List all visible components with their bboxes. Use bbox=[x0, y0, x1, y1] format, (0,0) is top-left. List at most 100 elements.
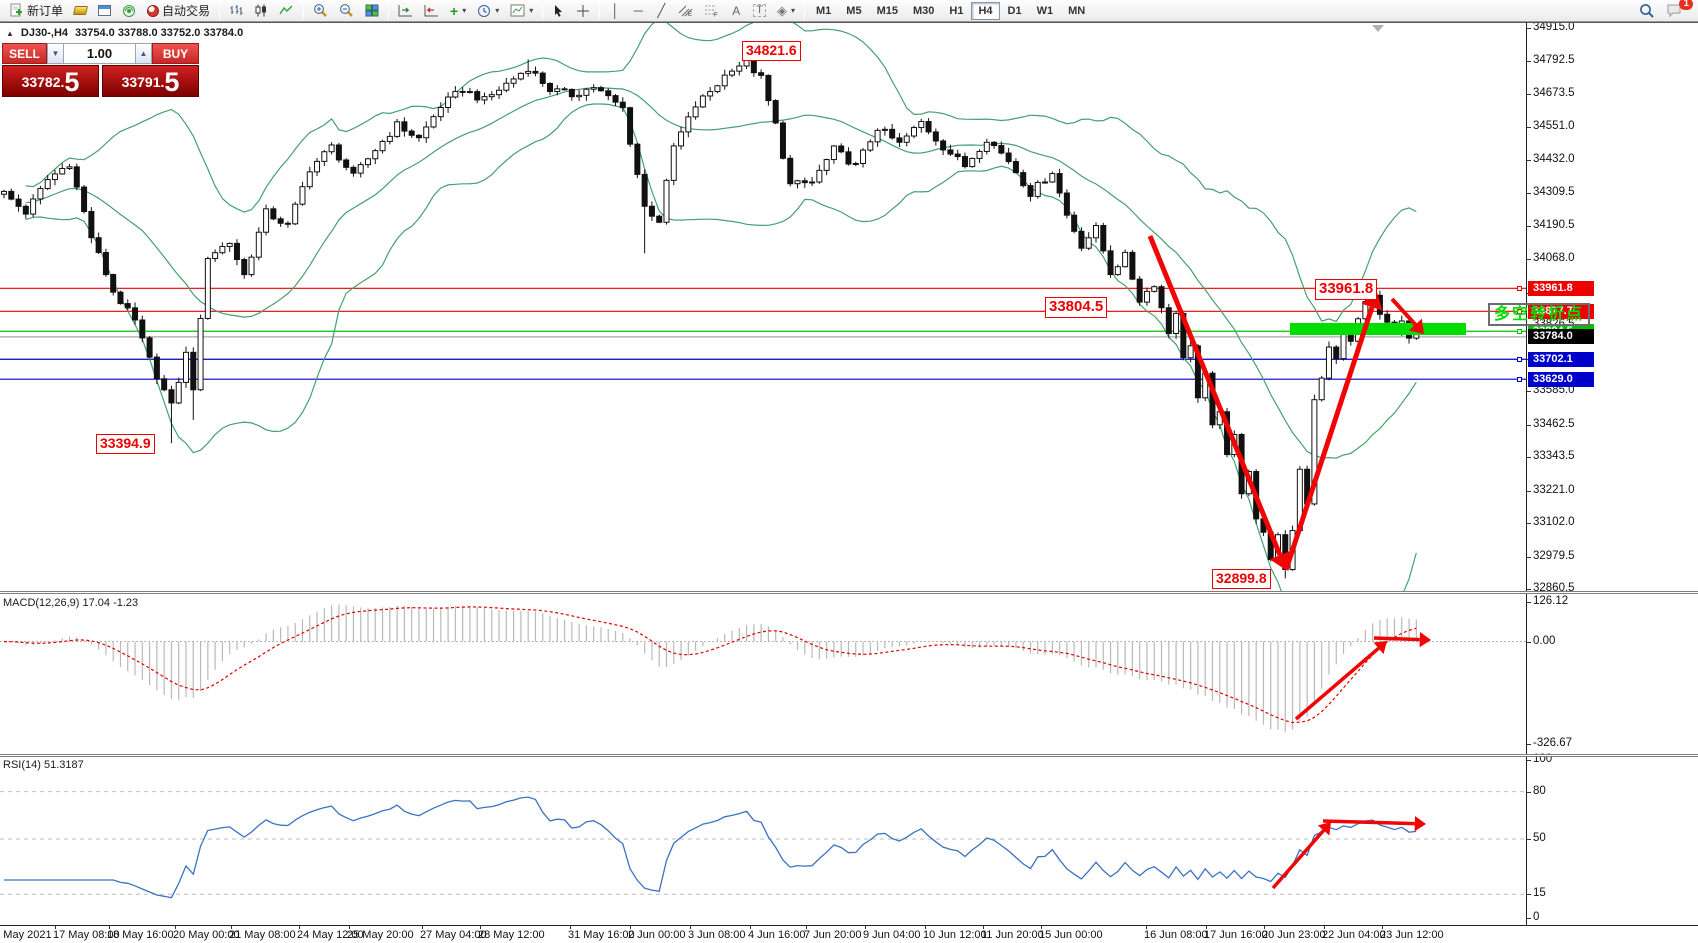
price-axis-border bbox=[1526, 22, 1527, 925]
tab-timeframe-h1[interactable]: H1 bbox=[949, 4, 964, 17]
macd-pane-divider[interactable] bbox=[0, 591, 1698, 594]
sell-button[interactable]: SELL bbox=[2, 43, 47, 64]
time-axis-label: 24 May 12:00 bbox=[297, 929, 364, 941]
new-order-icon bbox=[10, 3, 22, 17]
time-axis-label: 20 Jun 23:00 bbox=[1262, 929, 1326, 941]
crosshair-button[interactable] bbox=[571, 1, 595, 21]
chart-top-border bbox=[0, 22, 1698, 23]
svg-text:E: E bbox=[688, 12, 692, 17]
rsi-axis-tick bbox=[1526, 894, 1531, 896]
tab-timeframe-m1[interactable]: M1 bbox=[816, 4, 832, 17]
turning-point-note[interactable]: 多空转折点 bbox=[1488, 303, 1591, 327]
rsi-axis-label: 15 bbox=[1533, 887, 1546, 900]
level-line-anchor[interactable] bbox=[1517, 376, 1522, 382]
price-axis-tick bbox=[1526, 127, 1531, 129]
time-axis-tick bbox=[349, 925, 350, 929]
symbol-info: ▲ DJ30-,H4 33754.0 33788.0 33752.0 33784… bbox=[6, 27, 243, 39]
macd-axis-label: 0.00 bbox=[1533, 634, 1556, 647]
text-tool[interactable]: A bbox=[725, 1, 747, 21]
price-annotation[interactable]: 33804.5 bbox=[1045, 297, 1108, 318]
tab-timeframe-w1[interactable]: W1 bbox=[1036, 4, 1054, 17]
tile-windows-button[interactable] bbox=[360, 1, 384, 21]
price-axis-label: 32979.5 bbox=[1533, 549, 1575, 562]
macd-pane[interactable] bbox=[0, 594, 1526, 754]
fibonacci-tool[interactable]: F bbox=[699, 1, 724, 21]
horizontal-line-tool[interactable]: ─ bbox=[627, 1, 649, 21]
svg-text:F: F bbox=[714, 13, 718, 18]
price-axis-label: 33585.0 bbox=[1533, 384, 1575, 397]
cursor-button[interactable] bbox=[547, 1, 570, 21]
vertical-line-tool[interactable]: │ bbox=[604, 1, 626, 21]
autotrading-button[interactable]: 自动交易 bbox=[142, 1, 215, 21]
rsi-axis-label: 80 bbox=[1533, 784, 1546, 797]
chart-shift-icon bbox=[424, 5, 439, 17]
label-tool[interactable]: T bbox=[748, 1, 771, 21]
buy-price-box[interactable]: 33791. 5 bbox=[102, 65, 199, 97]
line-chart-button[interactable] bbox=[274, 1, 299, 21]
volume-decrease-button[interactable]: ▼ bbox=[47, 43, 64, 64]
time-axis-tick bbox=[925, 925, 926, 929]
tab-timeframe-m5[interactable]: M5 bbox=[846, 4, 862, 17]
add-indicator-button[interactable]: + ▾ bbox=[445, 1, 471, 21]
shapes-tool[interactable]: ◈ ▾ bbox=[772, 1, 800, 21]
search-button[interactable] bbox=[1634, 1, 1660, 21]
chevron-down-icon: ▾ bbox=[791, 6, 796, 15]
sell-price-box[interactable]: 33782. 5 bbox=[2, 65, 99, 97]
auto-scroll-button[interactable] bbox=[393, 1, 418, 21]
bar-chart-button[interactable] bbox=[224, 1, 248, 21]
price-axis-tick bbox=[1526, 28, 1531, 29]
time-axis-label: 9 Jun 04:00 bbox=[863, 929, 921, 941]
main-chart-pane[interactable] bbox=[0, 22, 1526, 591]
price-level-badge: 33961.8 bbox=[1528, 280, 1594, 296]
candlestick-chart-icon bbox=[255, 4, 267, 17]
separator bbox=[303, 2, 305, 19]
buy-button[interactable]: BUY bbox=[152, 43, 199, 64]
price-annotation[interactable]: 34821.6 bbox=[742, 41, 801, 61]
trendline-tool[interactable]: ╱ bbox=[650, 1, 672, 21]
separator bbox=[804, 2, 806, 19]
price-level-badge: 33629.0 bbox=[1528, 371, 1594, 387]
text-label-icon: T bbox=[753, 4, 766, 17]
tab-timeframe-h4[interactable]: H4 bbox=[971, 1, 1000, 20]
navigator-button[interactable] bbox=[117, 1, 141, 21]
new-order-button[interactable]: 新订单 bbox=[4, 1, 68, 21]
volume-increase-button[interactable]: ▲ bbox=[135, 43, 152, 64]
horizontal-line-icon: ─ bbox=[633, 3, 643, 18]
notifications-button[interactable]: 1 bbox=[1661, 0, 1693, 21]
metaeditor-button[interactable] bbox=[69, 1, 92, 21]
bar-chart-icon bbox=[230, 5, 243, 15]
channel-tool[interactable]: E bbox=[673, 1, 698, 21]
separator bbox=[388, 2, 390, 19]
tab-timeframe-m15[interactable]: M15 bbox=[876, 4, 898, 17]
rsi-pane-divider[interactable] bbox=[0, 754, 1698, 757]
tab-timeframe-m30[interactable]: M30 bbox=[912, 4, 935, 17]
price-annotation[interactable]: 33394.9 bbox=[96, 434, 155, 454]
tab-timeframe-d1[interactable]: D1 bbox=[1007, 4, 1022, 17]
tab-timeframe-mn[interactable]: MN bbox=[1068, 4, 1086, 17]
price-axis-tick bbox=[1526, 225, 1531, 227]
time-axis-label: 3 Jun 08:00 bbox=[688, 929, 746, 941]
price-axis-label: 33343.5 bbox=[1533, 450, 1575, 463]
templates-button[interactable]: ▾ bbox=[505, 1, 538, 21]
level-line-anchor[interactable] bbox=[1517, 308, 1522, 314]
terminal-icon bbox=[98, 5, 112, 16]
zoom-out-button[interactable] bbox=[334, 1, 359, 21]
rsi-pane[interactable] bbox=[0, 757, 1526, 925]
price-axis-tick bbox=[1526, 589, 1531, 591]
separator bbox=[599, 2, 601, 19]
time-axis-tick bbox=[1324, 925, 1325, 929]
time-axis-label: 11 Jun 20:00 bbox=[981, 929, 1044, 941]
level-line-anchor[interactable] bbox=[1517, 356, 1522, 362]
price-annotation[interactable]: 32899.8 bbox=[1212, 569, 1271, 589]
buy-price: 33791 bbox=[121, 74, 161, 90]
level-line-anchor[interactable] bbox=[1517, 328, 1522, 334]
chart-shift-button[interactable] bbox=[419, 1, 444, 21]
periods-button[interactable]: ▾ bbox=[472, 1, 504, 21]
candlestick-chart-button[interactable] bbox=[249, 1, 273, 21]
price-annotation[interactable]: 33961.8 bbox=[1315, 279, 1378, 300]
zoom-in-button[interactable] bbox=[308, 1, 333, 21]
time-axis-label: 28 May 12:00 bbox=[478, 929, 545, 941]
level-line-anchor[interactable] bbox=[1517, 285, 1522, 291]
terminal-button[interactable] bbox=[93, 1, 116, 21]
volume-input[interactable]: 1.00 bbox=[64, 43, 135, 64]
